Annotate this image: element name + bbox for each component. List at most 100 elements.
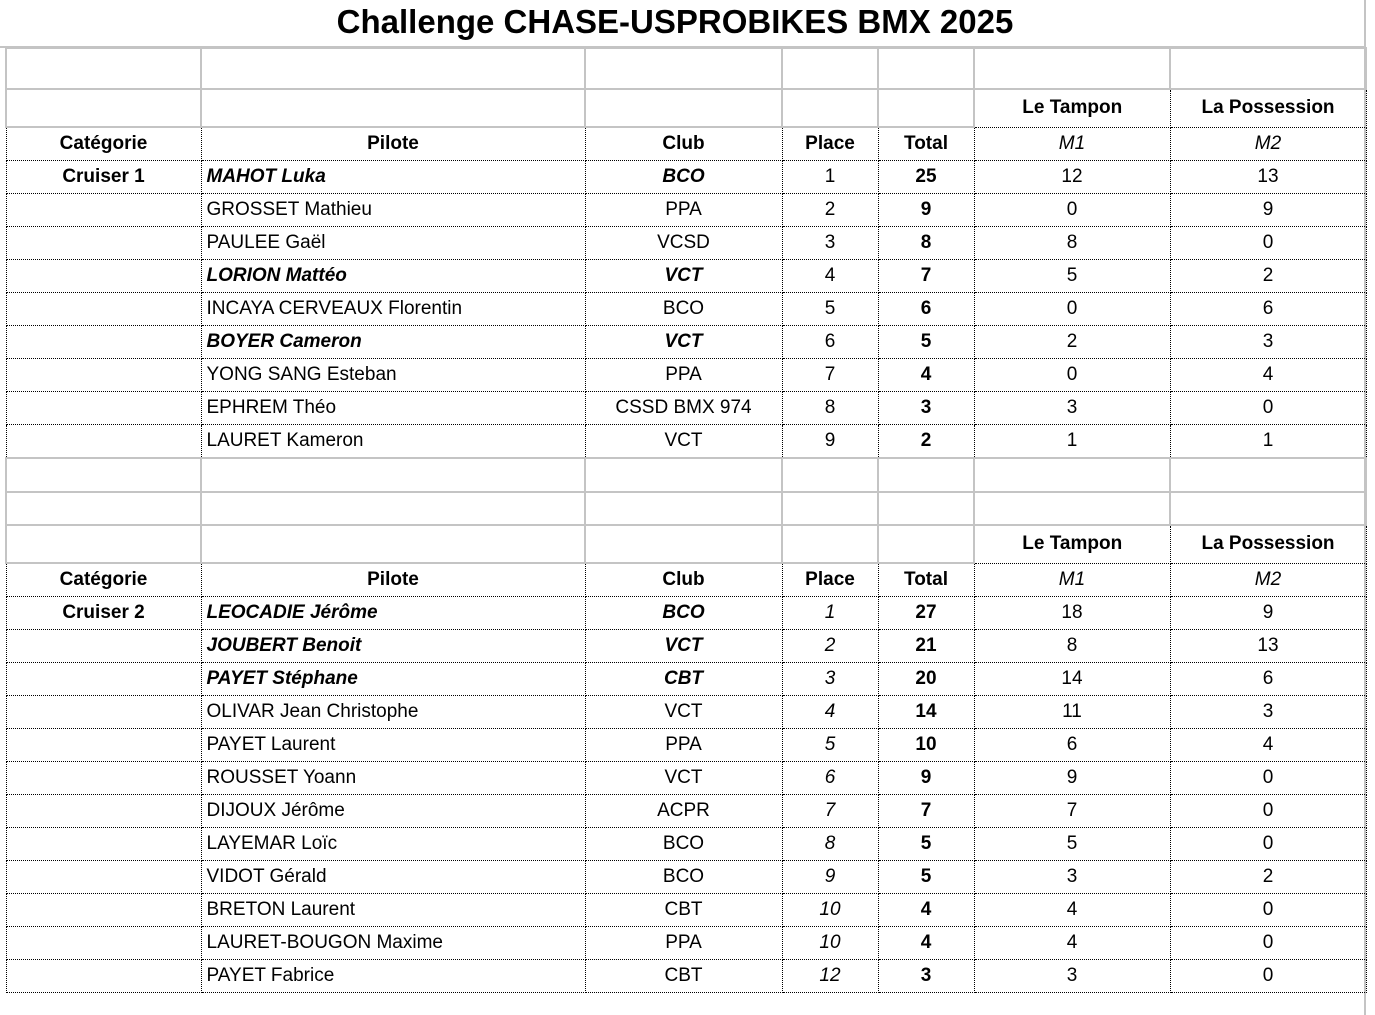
empty-cell[interactable] [5,457,202,493]
empty-cell[interactable] [973,491,1171,526]
place-cell: 1 [781,160,879,194]
pilot-name: INCAYA CERVEAUX Florentin [200,292,586,326]
total-cell: 6 [877,292,975,326]
place-cell: 12 [781,959,879,993]
header-categorie: Catégorie [5,562,202,597]
header-club: Club [584,126,783,161]
header-total: Total [877,562,975,597]
m2-cell: 0 [1169,226,1367,260]
empty-cell[interactable] [200,491,586,526]
table-row: JOUBERT Benoit VCT 2 21 8 13 [5,629,1367,663]
empty-cell[interactable] [877,457,975,493]
header-place: Place [781,126,879,161]
total-cell: 4 [877,926,975,960]
m1-cell: 4 [973,926,1171,960]
empty-cell[interactable] [200,524,586,564]
place-cell: 7 [781,794,879,828]
empty-cell[interactable] [1169,47,1367,90]
empty-cell[interactable] [781,524,879,564]
table-row: Cruiser 2 LEOCADIE Jérôme BCO 1 27 18 9 [5,596,1367,630]
empty-cell[interactable] [781,457,879,493]
pilot-name: MAHOT Luka [200,160,586,194]
table-row: PAYET Stéphane CBT 3 20 14 6 [5,662,1367,696]
table-row: PAULEE Gaël VCSD 3 8 8 0 [5,226,1367,260]
pilot-name: OLIVAR Jean Christophe [200,695,586,729]
empty-cell[interactable] [1169,491,1367,526]
m1-cell: 5 [973,259,1171,293]
venue-header-row: Le Tampon La Possession [5,88,1367,128]
place-cell: 8 [781,391,879,425]
empty-cell[interactable] [584,88,783,128]
empty-cell[interactable] [781,491,879,526]
empty-cell[interactable] [584,524,783,564]
venue-header: Le Tampon [973,88,1171,128]
empty-cell[interactable] [877,47,975,90]
place-cell: 7 [781,358,879,392]
empty-cell[interactable] [781,88,879,128]
empty-cell[interactable] [584,457,783,493]
club-cell: VCT [584,695,783,729]
empty-cell[interactable] [200,457,586,493]
blank-row [5,47,1367,90]
category-cell [5,424,202,459]
empty-cell[interactable] [5,491,202,526]
place-cell: 10 [781,893,879,927]
club-cell: VCT [584,259,783,293]
table-row: Cruiser 1 MAHOT Luka BCO 1 25 12 13 [5,160,1367,194]
venue-header: Le Tampon [973,524,1171,564]
empty-cell[interactable] [877,524,975,564]
empty-cell[interactable] [5,524,202,564]
empty-cell[interactable] [877,491,975,526]
club-cell: ACPR [584,794,783,828]
empty-cell[interactable] [5,47,202,90]
m1-cell: 1 [973,424,1171,459]
m1-cell: 5 [973,827,1171,861]
m2-cell: 6 [1169,662,1367,696]
header-m2: M2 [1169,562,1367,597]
empty-cell[interactable] [584,47,783,90]
total-cell: 5 [877,860,975,894]
header-pilote: Pilote [200,126,586,161]
total-cell: 8 [877,226,975,260]
venue-header-row: Le Tampon La Possession [5,524,1367,564]
total-cell: 5 [877,827,975,861]
blank-row [5,457,1367,493]
table-row: BRETON Laurent CBT 10 4 4 0 [5,893,1367,927]
m1-cell: 11 [973,695,1171,729]
empty-cell[interactable] [1169,457,1367,493]
total-cell: 27 [877,596,975,630]
category-cell: Cruiser 1 [5,160,202,194]
blank-row [5,491,1367,526]
m1-cell: 0 [973,358,1171,392]
total-cell: 5 [877,325,975,359]
empty-cell[interactable] [877,88,975,128]
place-cell: 2 [781,193,879,227]
club-cell: VCT [584,761,783,795]
total-cell: 4 [877,358,975,392]
table-row: ROUSSET Yoann VCT 6 9 9 0 [5,761,1367,795]
club-cell: VCT [584,325,783,359]
empty-cell[interactable] [200,47,586,90]
m2-cell: 4 [1169,728,1367,762]
empty-cell[interactable] [973,47,1171,90]
table-row: LAYEMAR Loïc BCO 8 5 5 0 [5,827,1367,861]
m2-cell: 0 [1169,959,1367,993]
place-cell: 8 [781,827,879,861]
empty-cell[interactable] [973,457,1171,493]
empty-cell[interactable] [200,88,586,128]
m2-cell: 4 [1169,358,1367,392]
empty-cell[interactable] [584,491,783,526]
category-cell [5,959,202,993]
m2-cell: 3 [1169,325,1367,359]
category-cell [5,761,202,795]
place-cell: 3 [781,662,879,696]
place-cell: 4 [781,259,879,293]
total-cell: 20 [877,662,975,696]
empty-cell[interactable] [781,47,879,90]
empty-cell[interactable] [5,88,202,128]
category-cell [5,662,202,696]
place-cell: 4 [781,695,879,729]
place-cell: 6 [781,325,879,359]
m1-cell: 0 [973,292,1171,326]
column-header-row: Catégorie Pilote Club Place Total M1 M2 [5,126,1367,161]
